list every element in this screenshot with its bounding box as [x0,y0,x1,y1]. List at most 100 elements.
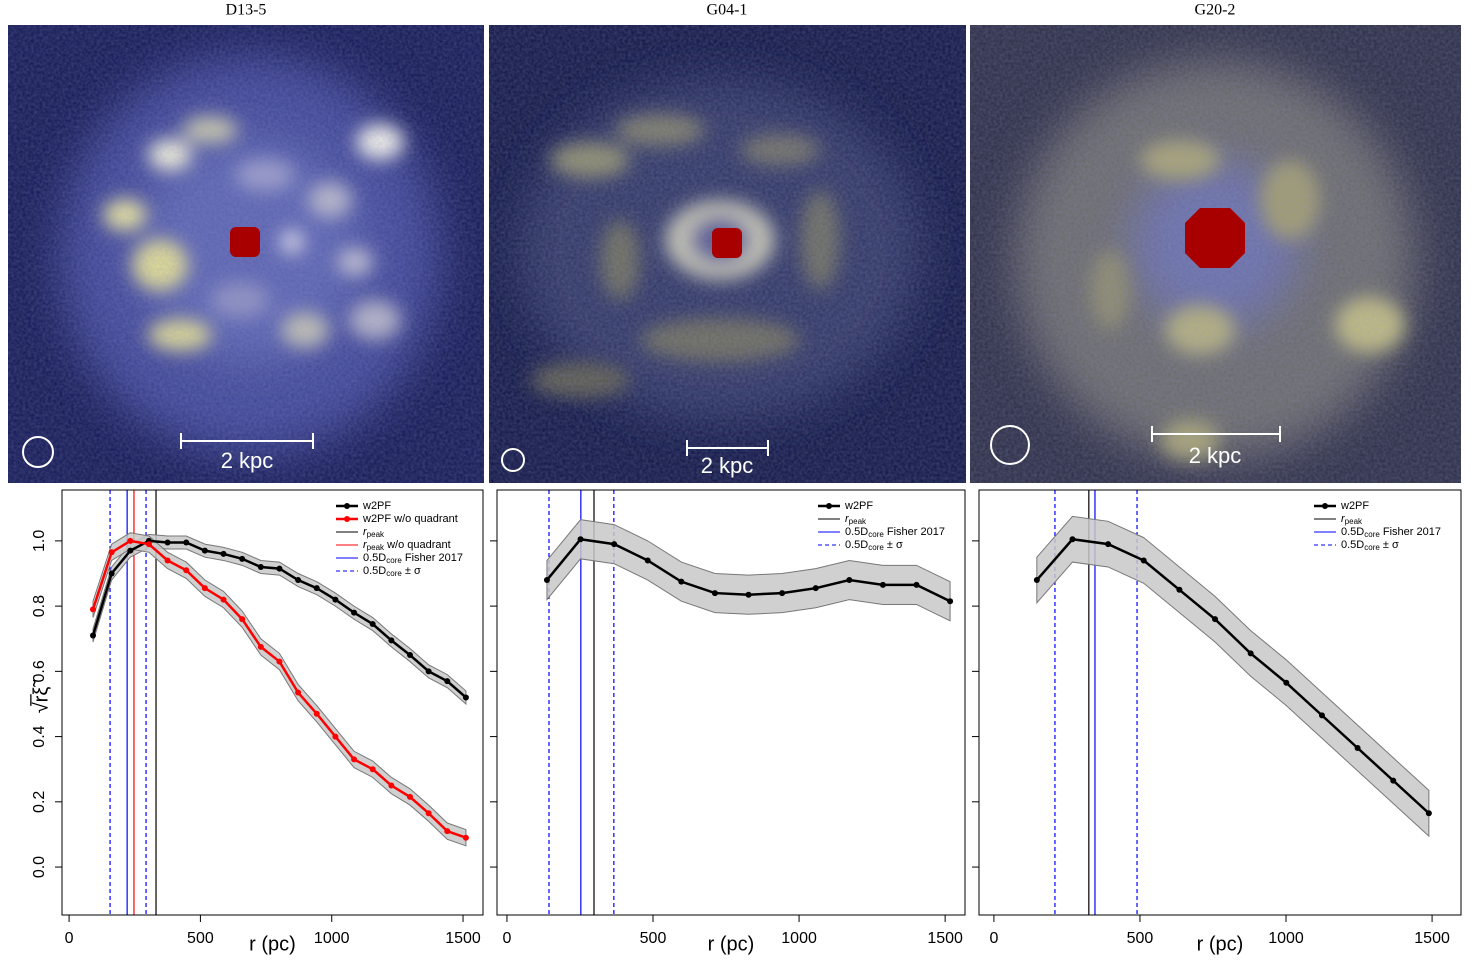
x-tick-label: 500 [640,930,667,947]
x-tick-label: 1000 [314,930,350,947]
x-tick-label: 1500 [927,930,963,947]
data-point [745,591,752,598]
legend-label: w2PF [844,500,873,512]
data-point [313,710,320,717]
data-point [239,616,246,623]
data-point [295,689,302,696]
legend-text: 0.5D [363,552,386,564]
legend-text: r [363,526,368,538]
x-axis-label: r (pc) [249,933,296,955]
legend-subscript: core [868,530,884,539]
plot-area [543,490,954,915]
legend-text: r [1341,513,1346,525]
y-tick-label: 0.0 [31,856,48,878]
data-point [1140,557,1147,564]
data-point [201,547,208,554]
data-point [425,810,432,817]
data-point [644,557,651,564]
y-tick-label: 0.8 [31,595,48,617]
plot-frame [978,489,1462,916]
legend-label: w2PF w/o quadrant [362,513,458,525]
legend-swatch [1322,503,1328,509]
legend-label: 0.5Dcore Fisher 2017 [845,526,945,539]
data-point [779,590,786,597]
panel-title: G04-1 [707,2,748,19]
data-point [1318,712,1325,719]
data-point [913,581,920,588]
legend-subscript: peak [1345,517,1363,526]
data-point [127,547,134,554]
data-point [543,577,550,584]
legend-label: 0.5Dcore Fisher 2017 [1341,526,1441,539]
legend-subscript: core [386,569,402,578]
y-axis-label: √r̅ξ̃ [29,680,52,714]
data-point [276,658,283,665]
legend-text: ± σ [884,539,903,551]
data-point [1176,586,1183,593]
error-band [546,519,951,622]
data-point [145,541,152,548]
y-tick-label: 0.6 [31,660,48,682]
data-point [313,585,320,592]
legend-text: ± σ [1380,539,1399,551]
data-point [388,637,395,644]
y-tick-label: 0.4 [31,725,48,747]
data-point [183,539,190,546]
legend-subscript: core [1364,543,1380,552]
data-point [108,570,115,577]
legend-swatch [344,516,350,522]
data-point [220,550,227,557]
series-line [1035,537,1430,815]
data-point [947,598,954,605]
legend-label: rpeak [845,513,867,526]
data-point [812,585,819,592]
data-point [1247,650,1254,657]
legend-label: 0.5Dcore Fisher 2017 [363,552,463,565]
legend-text: 0.5D [1341,539,1364,551]
data-point [846,577,853,584]
data-point [444,828,451,835]
data-point [295,577,302,584]
x-tick-label: 1000 [781,930,817,947]
scale-label: 2 kpc [701,453,754,478]
data-point [332,733,339,740]
plot-area [1033,490,1432,915]
data-point [108,549,115,556]
error-band [1036,515,1430,838]
plot-frame [61,489,484,916]
data-point [201,585,208,592]
galaxy-image [970,25,1461,483]
x-tick-label: 0 [65,930,74,947]
data-point [257,643,264,650]
x-tick-label: 1500 [445,930,481,947]
legend-text: r [845,513,850,525]
legend-swatch [344,503,350,509]
galaxy-image [8,25,484,483]
data-point [89,606,96,613]
data-point [220,596,227,603]
data-point [1390,777,1397,784]
x-tick-label: 500 [187,930,214,947]
legend-text: r [363,539,368,551]
legend-label: rpeak [363,526,385,539]
x-axis-label: r (pc) [1197,933,1244,955]
x-tick-label: 500 [1127,930,1154,947]
legend-swatch [826,503,832,509]
legend-label: 0.5Dcore ± σ [363,565,421,578]
data-point [1354,745,1361,752]
y-tick-label: 1.0 [31,530,48,552]
legend-text: 0.5D [845,539,868,551]
data-point [1033,577,1040,584]
legend-text: Fisher 2017 [884,526,945,538]
legend-text: 0.5D [363,565,386,577]
legend-text: Fisher 2017 [1380,526,1441,538]
y-tick-label: 0.2 [31,791,48,813]
data-point [879,581,886,588]
data-point [388,782,395,789]
data-point [276,565,283,572]
plot-area [89,490,469,915]
data-point [257,563,264,570]
legend-label: 0.5Dcore ± σ [1341,539,1399,552]
data-point [369,621,376,628]
